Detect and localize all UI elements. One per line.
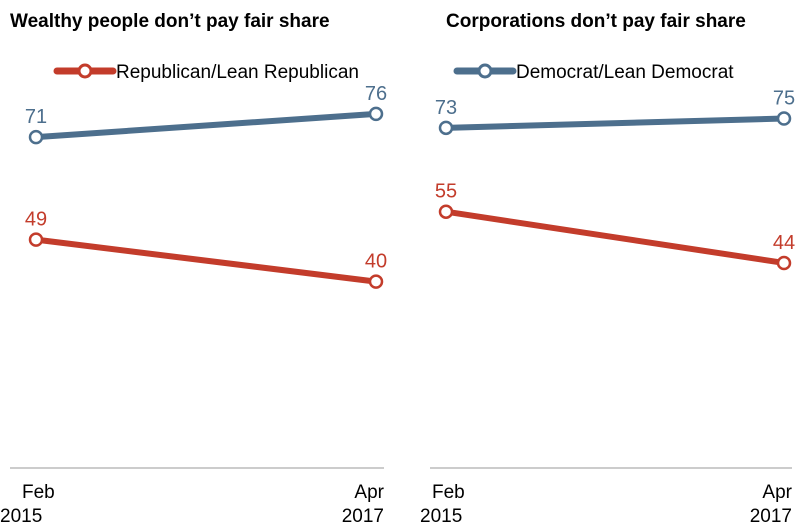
x-tick-label-year: 2015: [420, 506, 462, 527]
x-tick-label-month: Feb: [432, 482, 465, 503]
panel-corporations: Feb 2015 Apr 2017 73 75 55 44: [420, 88, 795, 527]
panel-title-wealthy: Wealthy people don’t pay fair share: [10, 11, 330, 32]
data-label-republican: 44: [773, 232, 795, 254]
legend-label-republican: Republican/Lean Republican: [116, 62, 359, 83]
x-tick-label-year: 2017: [342, 506, 384, 527]
data-label-democrat: 71: [25, 106, 47, 128]
point-democrat: [368, 106, 384, 122]
panel-wealthy: Feb 2015 Apr 2017 71 76 49 40: [0, 83, 387, 527]
data-label-democrat: 75: [773, 88, 795, 110]
x-tick-label-year: 2015: [0, 506, 42, 527]
point-republican: [438, 204, 454, 219]
point-democrat: [438, 120, 454, 136]
series-line-democrat: [33, 110, 379, 141]
x-tick-label-month: Apr: [762, 482, 792, 503]
point-democrat: [28, 129, 44, 145]
point-republican: [368, 274, 384, 289]
legend-republican-marker: [77, 63, 93, 79]
legend-label-democrat: Democrat/Lean Democrat: [516, 62, 734, 83]
point-republican: [776, 255, 792, 271]
x-tick-label-month: Apr: [354, 482, 384, 503]
legend: Republican/Lean Republican Democrat/Lean…: [53, 62, 734, 83]
x-tick-label-year: 2017: [750, 506, 792, 527]
data-label-republican: 55: [435, 181, 457, 203]
series-line-democrat: [443, 115, 787, 131]
x-tick-label-month: Feb: [22, 482, 55, 503]
point-democrat: [776, 111, 792, 126]
panel-title-corporations: Corporations don’t pay fair share: [446, 11, 746, 32]
legend-democrat-marker: [477, 63, 493, 79]
point-republican: [28, 232, 44, 247]
series-line-republican: [443, 208, 787, 266]
data-label-republican: 40: [365, 251, 387, 273]
series-line-republican: [33, 236, 379, 285]
legend-item-republican: Republican/Lean Republican: [53, 62, 359, 83]
data-label-democrat: 73: [435, 97, 457, 119]
data-label-democrat: 76: [365, 83, 387, 105]
data-label-republican: 49: [25, 209, 47, 231]
legend-item-democrat: Democrat/Lean Democrat: [453, 62, 734, 83]
chart-panels: Feb 2015 Apr 2017 71 76 49 40 Feb 2015 Apr 2017 73 75…: [0, 83, 795, 527]
